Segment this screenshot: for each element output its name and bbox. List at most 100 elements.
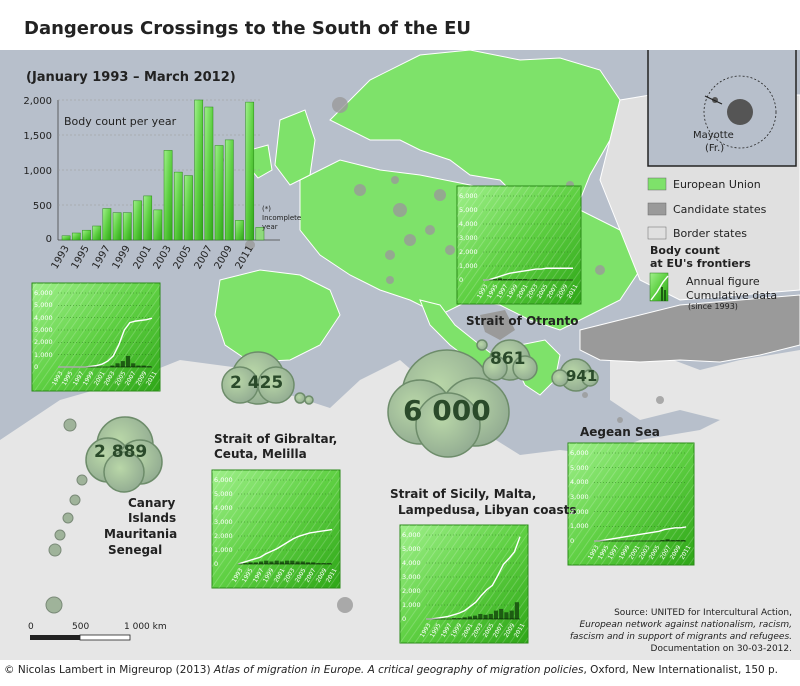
mini-y-tick: 0 bbox=[570, 537, 575, 545]
page-title: Dangerous Crossings to the South of the … bbox=[24, 18, 471, 39]
main-chart-label: Body count per year bbox=[64, 115, 177, 128]
mini-y-tick: 5,000 bbox=[459, 206, 478, 214]
bar-1995 bbox=[82, 229, 91, 241]
annual-bar bbox=[518, 279, 522, 280]
annual-bar bbox=[478, 613, 483, 619]
annual-bar bbox=[467, 616, 472, 619]
bar-2002 bbox=[153, 209, 163, 241]
mini-y-tick: 4,000 bbox=[570, 478, 589, 487]
mini-y-tick: 4,000 bbox=[459, 220, 478, 228]
scale-500: 500 bbox=[72, 622, 90, 632]
mini-y-tick: 6,000 bbox=[34, 289, 53, 297]
eu-north bbox=[329, 49, 621, 211]
legend-candidate: Candidate states bbox=[673, 203, 767, 216]
mini-chart-aegean bbox=[567, 442, 695, 566]
credit-post: , Oxford, New Internationalist, 150 p. bbox=[583, 664, 779, 676]
mini-y-tick: 0 bbox=[402, 615, 407, 623]
mini-y-tick: 0 bbox=[214, 560, 219, 568]
scale-1000: 1 000 km bbox=[124, 622, 167, 632]
cloud-sicily bbox=[387, 349, 510, 458]
annual-bar bbox=[493, 610, 499, 619]
source-line-2: European network against nationalism, ra… bbox=[579, 620, 793, 630]
bar-1993 bbox=[61, 235, 71, 241]
legend-border: Border states bbox=[673, 227, 747, 240]
canary-label-3: Mauritania bbox=[104, 527, 178, 541]
cumulative-line bbox=[237, 528, 333, 565]
mini-y-tick: 3,000 bbox=[214, 518, 233, 526]
annual-bar bbox=[141, 365, 146, 367]
legend-eu: European Union bbox=[673, 178, 761, 191]
annual-bar bbox=[509, 610, 514, 619]
annual-bar bbox=[665, 539, 670, 541]
annual-bar bbox=[279, 561, 284, 564]
scale-bar bbox=[30, 634, 131, 641]
candidate-turkey bbox=[579, 294, 800, 363]
mini-y-tick: 1,000 bbox=[402, 601, 421, 609]
cumulative-line bbox=[426, 536, 521, 620]
bar-1998 bbox=[112, 212, 122, 241]
gibraltar-label: Strait of Gibraltar, bbox=[214, 432, 338, 446]
legend-swatches bbox=[647, 177, 669, 302]
mini-y-tick: 4,000 bbox=[34, 313, 53, 322]
source-line-3: fascism and in support of migrants and r… bbox=[569, 632, 792, 642]
annual-bar bbox=[290, 560, 295, 564]
annual-bar bbox=[295, 561, 300, 564]
annual-bar bbox=[300, 561, 305, 564]
mini-y-tick: 3,000 bbox=[459, 234, 478, 242]
mini-chart-gibraltar bbox=[211, 469, 341, 589]
otranto-label: Strait of Otranto bbox=[466, 314, 579, 328]
mini-y-tick: 1,000 bbox=[570, 522, 589, 531]
mini-y-tick: 6,000 bbox=[214, 476, 233, 484]
bar-2012 bbox=[255, 227, 265, 241]
annual-bar bbox=[514, 602, 519, 619]
annual-bar bbox=[660, 540, 665, 541]
source-line-4: Documentation on 30-03-2012. bbox=[650, 644, 792, 654]
annual-bar bbox=[316, 563, 321, 564]
annual-bar bbox=[499, 608, 504, 619]
mini-y-tick: 5,000 bbox=[570, 463, 589, 472]
annual-bar bbox=[253, 562, 258, 564]
canary-count: 2 889 bbox=[94, 442, 148, 462]
annual-bar bbox=[146, 366, 151, 367]
legend-since: (since 1993) bbox=[688, 302, 738, 311]
bar-2009 bbox=[224, 139, 234, 241]
annual-bar bbox=[120, 361, 125, 367]
annual-bar bbox=[285, 560, 290, 564]
bar-2003 bbox=[163, 150, 173, 241]
y-tick: 2,000 bbox=[23, 96, 52, 107]
annual-bar bbox=[269, 561, 274, 564]
annual-bar bbox=[452, 618, 457, 619]
annual-bar bbox=[258, 561, 264, 564]
period-label: (January 1993 – March 2012) bbox=[26, 70, 236, 85]
sicily-count: 6 000 bbox=[403, 394, 491, 427]
annual-bar bbox=[311, 562, 316, 564]
mini-y-tick: 1,000 bbox=[214, 546, 233, 554]
mini-y-tick: 5,000 bbox=[34, 301, 53, 310]
mini-y-tick: 6,000 bbox=[459, 192, 478, 200]
bar-2011 bbox=[245, 101, 255, 241]
annual-bar bbox=[136, 365, 141, 367]
canary-label-2: Islands bbox=[128, 511, 177, 525]
annual-bar bbox=[473, 615, 478, 619]
credit-line: © Nicolas Lambert in Migreurop (2013) At… bbox=[4, 664, 778, 676]
sicily-label: Strait of Sicily, Malta, bbox=[390, 487, 537, 501]
mini-y-tick: 0 bbox=[34, 363, 39, 371]
credit-title: Atlas of migration in Europe. A critical… bbox=[213, 664, 584, 676]
annual-bar bbox=[274, 560, 279, 564]
annual-bar bbox=[533, 279, 537, 280]
bar-2001 bbox=[143, 195, 153, 241]
annual-bar bbox=[523, 279, 527, 280]
legend-body-title: Body count bbox=[650, 244, 720, 257]
sicily-label-2: Lampedusa, Libyan coasts bbox=[398, 503, 577, 517]
mini-y-tick: 2,000 bbox=[34, 338, 53, 347]
eu-iberia bbox=[214, 269, 341, 363]
annual-bar bbox=[115, 363, 120, 367]
mayotte-label-2: (Fr.) bbox=[705, 143, 725, 154]
mini-y-tick: 2,000 bbox=[570, 507, 589, 516]
canary-label: Canary bbox=[128, 496, 176, 510]
cloud-otranto bbox=[476, 339, 538, 381]
annual-bar bbox=[488, 613, 493, 619]
y-tick: 1,500 bbox=[23, 131, 52, 142]
annual-bar bbox=[508, 279, 512, 280]
mini-y-tick: 3,000 bbox=[34, 326, 53, 334]
